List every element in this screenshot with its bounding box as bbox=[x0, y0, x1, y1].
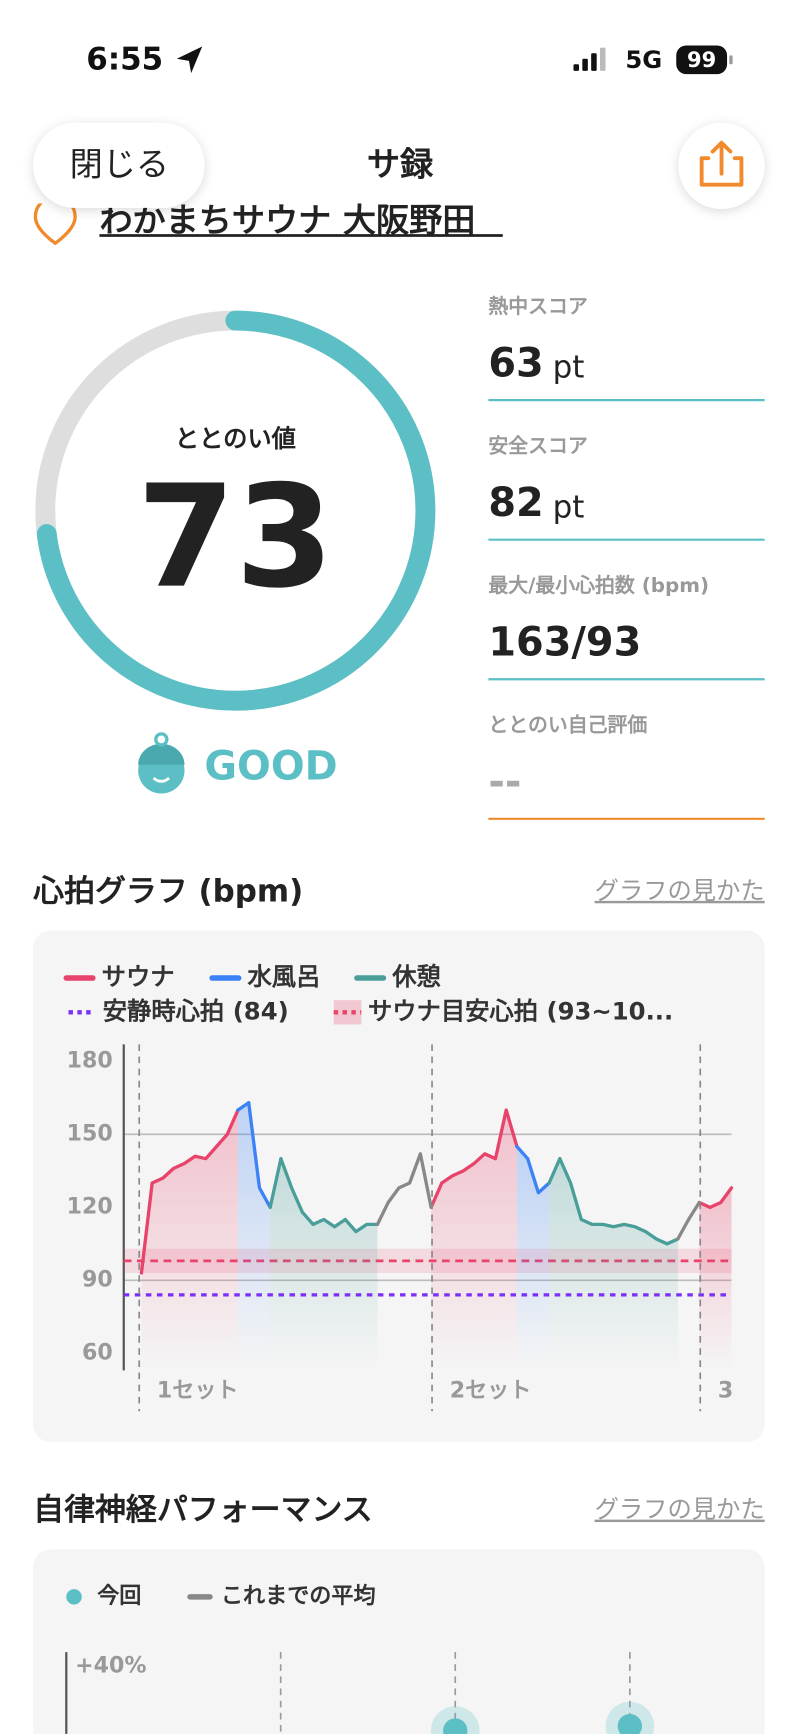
dividers bbox=[279, 1652, 631, 1734]
connector bbox=[268, 1157, 283, 1209]
connector bbox=[697, 1200, 712, 1209]
gauge-arc bbox=[35, 310, 436, 711]
stat-value: 82 bbox=[488, 480, 543, 526]
y-tick-label: 120 bbox=[67, 1193, 113, 1219]
legend-label: 今回 bbox=[97, 1583, 141, 1609]
set-label: 3 bbox=[718, 1377, 733, 1403]
rating-icon-cap bbox=[138, 743, 185, 765]
y-tick-label: 60 bbox=[82, 1339, 113, 1365]
stat-label: 安全スコア bbox=[488, 434, 587, 457]
y-tick-label: 90 bbox=[82, 1266, 113, 1292]
network: 5G bbox=[625, 45, 662, 74]
rating-icon-smile bbox=[152, 776, 170, 783]
hr-line bbox=[247, 1101, 272, 1209]
hr-line bbox=[386, 1152, 433, 1209]
location-icon bbox=[176, 46, 203, 74]
battery-level: 99 bbox=[687, 48, 716, 72]
button-label: 閉じる bbox=[70, 144, 169, 183]
hr-line bbox=[558, 1157, 680, 1246]
status-time: 6:55 bbox=[86, 41, 163, 77]
area bbox=[516, 1146, 550, 1371]
y-tick-label: +40% bbox=[75, 1652, 146, 1678]
stat-value: -- bbox=[488, 759, 521, 805]
hr-line bbox=[139, 1108, 240, 1275]
legend-label: サウナ bbox=[102, 962, 175, 991]
button-bg bbox=[33, 122, 205, 208]
stat-value: 63 bbox=[488, 340, 543, 386]
connector bbox=[547, 1157, 562, 1185]
set-label: 1セット bbox=[157, 1377, 239, 1403]
help-link[interactable]: グラフの見かた bbox=[595, 1495, 765, 1524]
stat-label: 熱中スコア bbox=[488, 295, 587, 318]
legend-label: サウナ目安心拍 (93~10... bbox=[368, 996, 673, 1025]
stat-label: 最大/最小心拍数 (bpm) bbox=[488, 574, 709, 597]
rating-text: GOOD bbox=[204, 744, 337, 790]
section-title: 自律神経パフォーマンス bbox=[33, 1492, 373, 1528]
score-label: ととのい値 bbox=[175, 424, 296, 453]
chart-card bbox=[33, 1549, 765, 1734]
connector bbox=[236, 1101, 251, 1112]
rating: GOOD bbox=[138, 732, 338, 794]
stat-value: 163/93 bbox=[488, 620, 641, 666]
stat-unit: pt bbox=[553, 350, 585, 386]
connector bbox=[375, 1200, 390, 1227]
connector bbox=[429, 1181, 444, 1209]
y-tick-label: 150 bbox=[67, 1120, 113, 1146]
area bbox=[141, 1110, 238, 1371]
stat-label: ととのい自己評価 bbox=[488, 714, 647, 737]
share-button[interactable] bbox=[678, 122, 765, 209]
connector bbox=[676, 1217, 691, 1241]
set-label: 2セット bbox=[450, 1377, 532, 1403]
area bbox=[431, 1110, 517, 1371]
area bbox=[270, 1158, 378, 1371]
legend-swatch bbox=[333, 1000, 362, 1025]
share-icon bbox=[699, 140, 744, 187]
header-title: サ録 bbox=[367, 144, 434, 183]
score-value: 73 bbox=[137, 456, 334, 620]
hr-line bbox=[686, 1200, 701, 1222]
area bbox=[699, 1187, 732, 1371]
section-title: 心拍グラフ (bpm) bbox=[32, 873, 303, 909]
hr-line bbox=[708, 1186, 734, 1209]
legend-label: 安静時心拍 (84) bbox=[103, 996, 289, 1025]
y-tick-label: 180 bbox=[67, 1047, 113, 1073]
legend-label: これまでの平均 bbox=[221, 1583, 376, 1609]
hr-line bbox=[525, 1157, 551, 1195]
area bbox=[549, 1158, 678, 1371]
connector bbox=[515, 1144, 530, 1161]
stat-unit: pt bbox=[553, 489, 585, 525]
close-button[interactable]: 閉じる bbox=[33, 122, 205, 208]
rating-icon-top bbox=[154, 732, 169, 747]
battery bbox=[676, 45, 728, 75]
stats: 熱中スコア 63 pt 安全スコア 82 pt 最大/最小心拍数 (bpm) 163/93 とと… bbox=[488, 295, 765, 820]
help-link[interactable]: グラフの見かた bbox=[595, 876, 765, 905]
legend-swatch bbox=[66, 1589, 82, 1605]
legend-label: 休憩 bbox=[391, 962, 441, 991]
dots bbox=[430, 1701, 655, 1734]
hr-line bbox=[440, 1108, 519, 1185]
area bbox=[237, 1102, 271, 1371]
legend-label: 水風呂 bbox=[247, 962, 321, 991]
hr-line bbox=[279, 1157, 380, 1234]
battery-tip bbox=[729, 55, 733, 65]
signal-icon bbox=[573, 47, 606, 71]
